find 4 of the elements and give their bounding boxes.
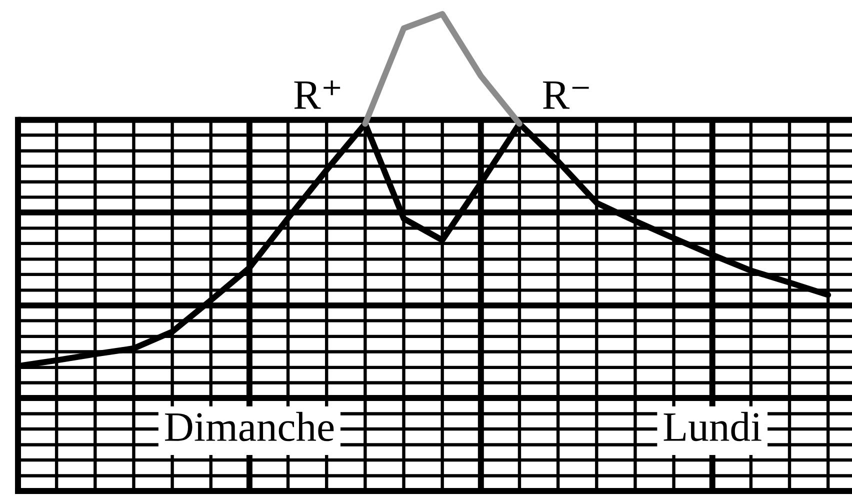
x-tick-label: Lundi — [664, 412, 762, 442]
annotation: R⁻ — [543, 81, 589, 109]
x-tick-label: Dimanche — [165, 412, 334, 442]
annotation: R⁺ — [294, 80, 340, 109]
